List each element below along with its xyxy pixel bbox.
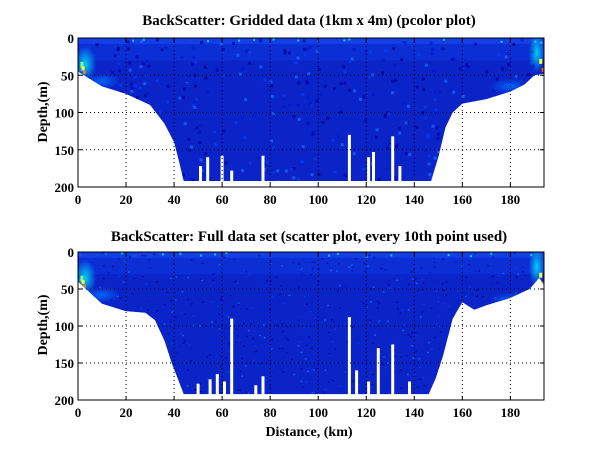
x-tick-label: 180 [501, 192, 521, 207]
y-tick-label: 200 [55, 180, 75, 195]
data-gap [367, 381, 371, 400]
x-tick-label: 120 [356, 405, 376, 420]
panel-bottom: BackScatter: Full data set (scatter plot… [36, 229, 545, 440]
x-tick-label: 180 [501, 405, 521, 420]
data-gap [261, 376, 265, 400]
data-gap [408, 381, 411, 400]
backscatter-field [78, 38, 544, 181]
x-tick-label: 140 [405, 192, 425, 207]
y-tick-label: 100 [55, 106, 75, 121]
backscatter-field [78, 252, 544, 395]
x-tick-label: 120 [356, 192, 376, 207]
x-tick-label: 140 [405, 405, 425, 420]
plot-area-bottom: 0 20 40 60 80 100 120 140 160 180 0 50 100 150 200 [55, 245, 545, 420]
data-gap [196, 383, 200, 400]
data-gap [220, 155, 224, 187]
y-tick-label: 100 [55, 319, 75, 334]
grid [78, 38, 544, 187]
y-tick-label: 150 [55, 143, 75, 158]
x-tick-label: 60 [216, 192, 229, 207]
y-tick-label: 0 [68, 31, 75, 46]
data-gap [208, 379, 212, 400]
x-tick-label: 160 [453, 405, 473, 420]
data-gap [376, 348, 380, 400]
data-gap [230, 318, 234, 400]
x-tick-label: 40 [168, 405, 181, 420]
data-gap [254, 385, 258, 400]
y-axis-label-bottom: Depth,(m) [36, 294, 51, 355]
x-tick-label: 0 [75, 192, 82, 207]
y-tick-label: 50 [61, 282, 74, 297]
x-tick-label: 160 [453, 192, 473, 207]
data-gap [347, 317, 351, 400]
y-tick-label: 150 [55, 356, 75, 371]
x-tick-label: 80 [264, 405, 277, 420]
x-tick-label: 100 [308, 192, 328, 207]
x-tick-label: 60 [216, 405, 229, 420]
data-gap [355, 370, 359, 400]
x-tick-label: 40 [168, 192, 181, 207]
data-gap [230, 170, 234, 187]
grid [78, 252, 544, 400]
x-tick-label: 20 [120, 405, 133, 420]
y-axis-label-top: Depth,(m) [36, 81, 51, 142]
data-gaps [199, 134, 402, 187]
y-tick-label: 50 [61, 68, 74, 83]
data-gaps [196, 317, 411, 400]
y-tick-label: 200 [55, 393, 75, 408]
data-gap [391, 136, 395, 187]
data-gap [223, 381, 226, 400]
x-axis-label: Distance, (km) [265, 425, 352, 440]
data-gap [206, 157, 210, 187]
plot-area-top: 0 20 40 60 80 100 120 140 160 180 0 50 100 150 200 [55, 31, 545, 207]
data-gap [261, 155, 265, 187]
x-tick-label: 100 [308, 405, 328, 420]
data-gap [367, 157, 371, 187]
data-gap [398, 166, 402, 187]
panel-top: BackScatter: Gridded data (1km x 4m) (pc… [36, 13, 545, 207]
x-tick-label: 80 [264, 192, 277, 207]
data-gap [199, 166, 202, 187]
data-gap [215, 374, 219, 400]
data-gap [347, 134, 351, 187]
data-gap [391, 344, 395, 400]
chart-title-top: BackScatter: Gridded data (1km x 4m) (pc… [142, 13, 475, 29]
y-tick-label: 0 [68, 245, 75, 260]
x-tick-label: 20 [120, 192, 133, 207]
data-gap [372, 152, 375, 187]
x-tick-label: 0 [75, 405, 82, 420]
chart-title-bottom: BackScatter: Full data set (scatter plot… [111, 229, 507, 245]
